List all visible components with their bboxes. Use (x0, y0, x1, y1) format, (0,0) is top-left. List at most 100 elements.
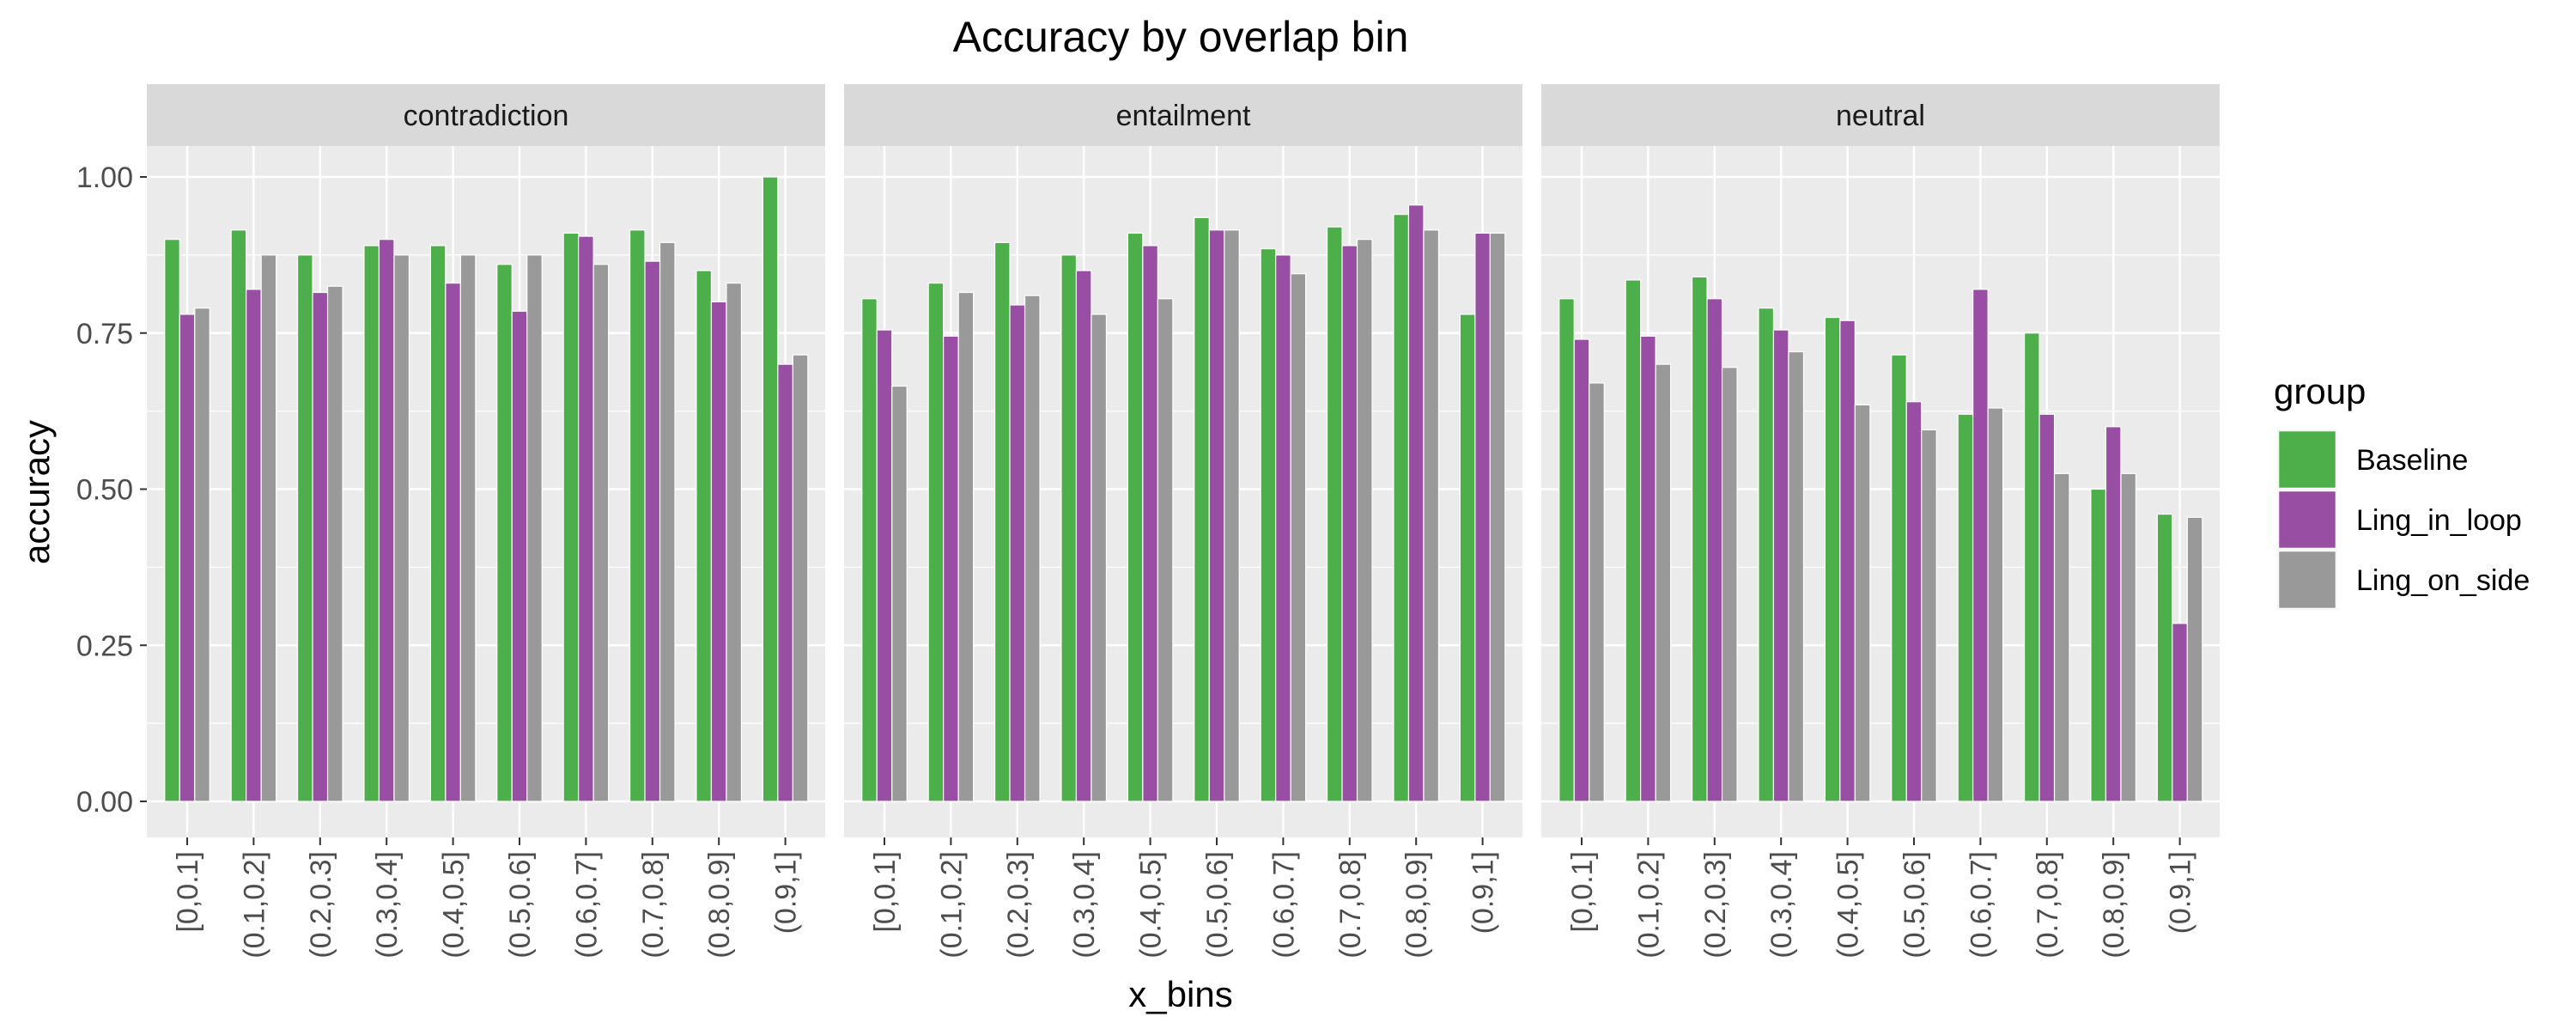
bar-baseline (1691, 276, 1708, 802)
bar-ling-in-loop (2172, 623, 2188, 802)
bar-baseline (2090, 488, 2107, 802)
bar-baseline (861, 298, 878, 802)
bar-baseline (1326, 226, 1343, 802)
bar-baseline (1625, 279, 1642, 802)
x-tick-label: (0.3,0.4] (371, 851, 404, 959)
x-tick-label: [0,0.1] (1566, 851, 1599, 933)
x-tick-label: (0.8,0.9] (703, 851, 736, 959)
legend-swatch (2277, 429, 2337, 490)
facet-panels: 0.00 0.25 0.50 0.75 1.00 contradiction [0,0.1]… (76, 84, 2220, 959)
bar-baseline (629, 229, 646, 802)
bar-ling-in-loop (1474, 232, 1491, 802)
bar-baseline (2023, 332, 2040, 802)
bar-ling-on-side (1290, 273, 1307, 802)
x-tick-label: (0.9,1] (1467, 851, 1500, 934)
x-tick-label: (0.5,0.6] (1201, 851, 1234, 959)
bar-ling-in-loop (246, 289, 262, 802)
bar-baseline (1393, 214, 1410, 802)
bar-ling-on-side (1721, 367, 1738, 802)
x-tick-label: (0.3,0.4] (1068, 851, 1101, 959)
bar-ling-on-side (1854, 404, 1871, 802)
bar-ling-in-loop (943, 335, 959, 802)
y-tick-label: 0.75 (76, 318, 133, 350)
bar-baseline (296, 254, 313, 802)
bar-ling-on-side (260, 254, 277, 802)
bar-ling-on-side (1788, 350, 1805, 802)
bar-ling-in-loop (1640, 335, 1656, 802)
bar-ling-on-side (194, 307, 210, 802)
bar-ling-in-loop (1972, 289, 1989, 802)
facet-strip-label: entailment (1116, 100, 1251, 132)
bar-ling-on-side (1423, 229, 1440, 802)
bar-ling-in-loop (876, 329, 893, 802)
bar-ling-on-side (2120, 472, 2137, 802)
x-tick-label: (0.9,1] (770, 851, 803, 934)
bar-baseline (230, 229, 247, 802)
bar-ling-on-side (1091, 314, 1108, 802)
bar-baseline (1558, 298, 1575, 802)
bar-baseline (993, 241, 1011, 802)
facet-panel-neutral: neutral [0,0.1] (0.1,0.2] (0.2,0.3] (0.3,0.4… (1541, 84, 2220, 959)
x-tick-label: (0.4,0.5] (1135, 851, 1168, 959)
bar-baseline (762, 176, 779, 802)
x-tick-label: (0.8,0.9] (1400, 851, 1433, 959)
bar-baseline (1060, 254, 1078, 802)
legend: group Baseline Ling_in_loop Ling_on_side (2274, 371, 2530, 610)
facet-strip (844, 84, 1522, 146)
bar-ling-on-side (2186, 516, 2203, 802)
legend-label: Ling_on_side (2356, 564, 2530, 597)
bar-baseline (429, 245, 447, 802)
facet-panel-contradiction: contradiction [0,0.1] (0.1,0.2] (0.2,0.3] (0… (147, 84, 825, 959)
bar-baseline (696, 270, 713, 802)
legend-swatch (2277, 550, 2337, 610)
legend-label: Baseline (2356, 444, 2468, 477)
bar-ling-on-side (1157, 298, 1174, 802)
bar-ling-in-loop (1275, 254, 1291, 802)
legend-swatch (2277, 490, 2337, 550)
x-tick-label: (0.1,0.2] (1632, 851, 1665, 959)
legend-label: Ling_in_loop (2356, 504, 2522, 537)
legend-title: group (2274, 371, 2366, 411)
bar-ling-on-side (592, 264, 610, 802)
y-tick-label: 0.25 (76, 630, 133, 662)
x-tick-label: (0.8,0.9] (2098, 851, 2130, 959)
facet-strip-label: neutral (1836, 100, 1925, 132)
x-tick-label: (0.5,0.6] (504, 851, 537, 959)
y-axis-title: accuracy (16, 420, 57, 564)
bar-ling-on-side (393, 254, 410, 802)
bar-baseline (927, 282, 945, 802)
bar-ling-in-loop (2038, 413, 2056, 802)
x-tick-label: (0.6,0.7] (1267, 851, 1300, 959)
bar-ling-in-loop (1341, 245, 1358, 802)
bar-ling-on-side (326, 285, 343, 802)
bar-ling-in-loop (2105, 426, 2122, 802)
bar-ling-in-loop (1573, 338, 1590, 802)
bar-ling-on-side (1589, 382, 1605, 802)
bar-ling-on-side (1987, 407, 2004, 802)
facet-strip (147, 84, 825, 146)
bar-ling-in-loop (1009, 304, 1026, 802)
bar-ling-in-loop (1905, 401, 1923, 802)
x-axis-title: x_bins (1128, 974, 1232, 1014)
x-tick-label: [0,0.1] (869, 851, 902, 933)
x-tick-label: (0.6,0.7] (570, 851, 603, 959)
y-tick-label: 0.00 (76, 786, 133, 819)
bar-ling-in-loop (312, 291, 329, 802)
x-tick-label: (0.3,0.4] (1765, 851, 1798, 959)
x-tick-label: (0.4,0.5] (438, 851, 471, 959)
legend-item-baseline: Baseline (2277, 429, 2468, 490)
bar-ling-in-loop (1208, 229, 1225, 802)
x-tick-label: (0.7,0.8] (2032, 851, 2064, 959)
facet-strip (1541, 84, 2220, 146)
bar-ling-in-loop (179, 314, 196, 802)
bar-ling-in-loop (1772, 329, 1789, 802)
x-tick-label: (0.4,0.5] (1832, 851, 1865, 959)
bar-ling-on-side (1489, 232, 1506, 802)
bar-ling-on-side (459, 254, 477, 802)
bar-ling-on-side (792, 354, 809, 802)
bar-ling-on-side (891, 385, 908, 802)
bar-ling-in-loop (710, 301, 727, 802)
bar-ling-on-side (1224, 229, 1240, 802)
